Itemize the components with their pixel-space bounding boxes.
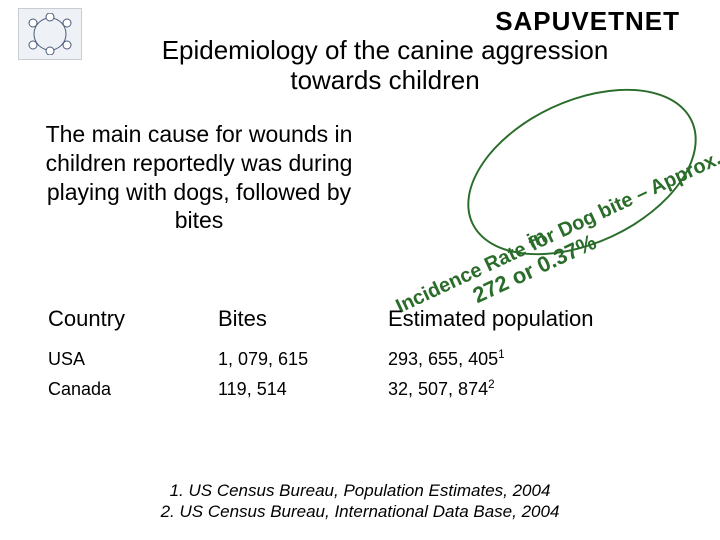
header-population: Estimated population — [388, 306, 672, 332]
cell-pop-sup: 2 — [488, 378, 495, 391]
footnote-1: 1. US Census Bureau, Population Estimate… — [0, 480, 720, 501]
cell-pop-value: 32, 507, 874 — [388, 379, 488, 399]
header-bites: Bites — [218, 306, 388, 332]
cell-bites: 1, 079, 615 — [218, 349, 388, 370]
page-title: Epidemiology of the canine aggression to… — [90, 36, 680, 96]
cell-country: USA — [48, 349, 218, 370]
cell-country: Canada — [48, 379, 218, 400]
footnote-2: 2. US Census Bureau, International Data … — [0, 501, 720, 522]
cell-pop-value: 293, 655, 405 — [388, 349, 498, 369]
title-line-2: towards children — [290, 65, 479, 95]
title-line-1: Epidemiology of the canine aggression — [162, 35, 609, 65]
cell-bites: 119, 514 — [218, 379, 388, 400]
main-body-text: The main cause for wounds in children re… — [34, 120, 364, 235]
slide: SAPUVETNET Epidemiology of the canine ag… — [0, 0, 720, 540]
data-table: Country Bites Estimated population USA 1… — [48, 306, 672, 408]
table-header-row: Country Bites Estimated population — [48, 306, 672, 332]
cell-population: 293, 655, 4051 — [388, 348, 672, 370]
footnotes: 1. US Census Bureau, Population Estimate… — [0, 480, 720, 523]
table-row: Canada 119, 514 32, 507, 8742 — [48, 378, 672, 400]
header-country: Country — [48, 306, 218, 332]
cell-population: 32, 507, 8742 — [388, 378, 672, 400]
brand-text: SAPUVETNET — [495, 6, 680, 37]
logo-graphic — [18, 8, 82, 60]
incidence-stamp: Incidence Rate for Dog bite – Approx. 1 … — [400, 100, 700, 300]
table-row: USA 1, 079, 615 293, 655, 4051 — [48, 348, 672, 370]
cell-pop-sup: 1 — [498, 348, 505, 361]
